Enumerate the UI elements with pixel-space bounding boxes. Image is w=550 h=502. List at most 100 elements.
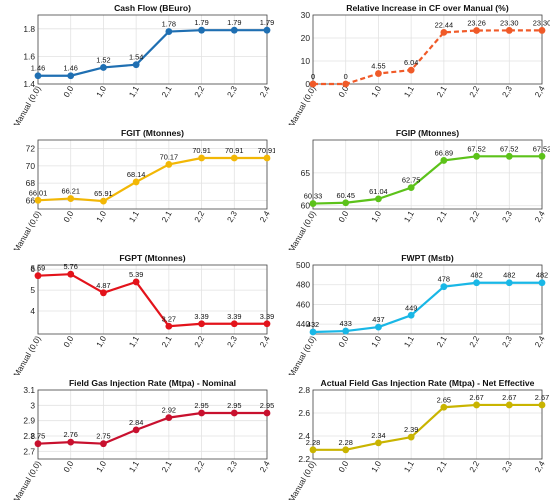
chart-7-xtick-label: 2,2 bbox=[468, 459, 482, 474]
chart-4-data-label: 5.39 bbox=[129, 270, 143, 279]
chart-6-xtick-label: 1,0 bbox=[95, 459, 109, 474]
chart-7-xtick-label: 0,0 bbox=[337, 459, 351, 474]
fgit-chart: FGIT (Mtonnes) 66 68 70 72 Manual (0,0) 0,0 1,0… bbox=[12, 128, 275, 250]
chart-4-data-label: 5.69 bbox=[31, 264, 45, 273]
chart-6-ytick-label: 2.7 bbox=[23, 446, 35, 456]
chart-7-xtick-label: 1,1 bbox=[402, 459, 416, 474]
chart-2-data-label: 66.01 bbox=[29, 188, 48, 197]
chart-2-ytick-label: 70 bbox=[26, 161, 36, 171]
chart-0-xtick-label: 2,1 bbox=[160, 84, 174, 99]
chart-3-data-point bbox=[407, 184, 415, 192]
chart-5-xtick-label: Manual (0,0) bbox=[287, 334, 318, 375]
chart-4-data-label: 3.39 bbox=[194, 312, 208, 321]
chart-2-data-label: 70.17 bbox=[160, 152, 179, 161]
chart-5-xtick-label: 0,0 bbox=[337, 334, 351, 349]
chart-2-data-label: 70.91 bbox=[258, 146, 275, 155]
chart-5-data-label: 478 bbox=[438, 275, 450, 284]
chart-6-data-label: 2.95 bbox=[260, 401, 274, 410]
chart-3-xtick-label: 1,1 bbox=[402, 209, 416, 224]
chart-5-data-point bbox=[505, 279, 513, 287]
chart-6-ytick-label: 2.9 bbox=[23, 416, 35, 426]
chart-0-ytick-label: 1.8 bbox=[23, 24, 35, 34]
chart-7-data-label: 2.67 bbox=[502, 393, 516, 402]
chart-4-data-point bbox=[34, 272, 42, 280]
chart-3-data-point bbox=[342, 199, 350, 207]
chart-3-data-label: 62.75 bbox=[402, 176, 421, 185]
chart-3-xtick-label: 2,4 bbox=[533, 209, 547, 224]
chart-3-xtick-label: 1,0 bbox=[370, 209, 384, 224]
chart-5-data-label: 449 bbox=[405, 303, 417, 312]
chart-4-data-point bbox=[165, 322, 173, 330]
chart-1-data-label: 22.44 bbox=[435, 20, 454, 29]
chart-6-data-point bbox=[100, 440, 107, 448]
chart-1-ytick-label: 10 bbox=[301, 56, 311, 66]
chart-2-data-point bbox=[198, 154, 205, 162]
chart-5-data-label: 482 bbox=[536, 271, 548, 280]
chart-1-ytick-label: 20 bbox=[301, 33, 311, 43]
chart-7-data-point bbox=[538, 401, 546, 409]
chart-5-data-point bbox=[473, 279, 480, 287]
chart-6-data-label: 2.92 bbox=[162, 406, 176, 415]
chart-0-xtick-label: 1,1 bbox=[127, 84, 141, 99]
chart-1-data-point bbox=[407, 66, 415, 74]
chart-5-ytick-label: 440 bbox=[296, 319, 310, 329]
chart-0-data-label: 1.79 bbox=[194, 18, 208, 27]
chart-5-data-point bbox=[309, 328, 317, 336]
chart-6-data-point bbox=[198, 409, 205, 417]
chart-6-xtick-label: 2,1 bbox=[160, 459, 174, 474]
chart-5-data-point bbox=[440, 283, 448, 291]
panel-fgpt: FGPT (Mtonnes) 4 5 6 Manual (0,0) 0,0 1,0 1,1 2,… bbox=[0, 250, 275, 375]
chart-1-data-point bbox=[375, 70, 382, 77]
chart-2-data-point bbox=[230, 154, 238, 162]
chart-7-data-point bbox=[440, 403, 448, 411]
chart-0-data-point bbox=[67, 72, 75, 80]
chart-1-data-label: 0 bbox=[311, 72, 315, 81]
chart-2-data-label: 65.91 bbox=[94, 189, 113, 198]
chart-6-xtick-label: 2,2 bbox=[193, 459, 207, 474]
fgip-chart: FGIP (Mtonnes) 60 65 Manual (0,0) 0,0 1,0 1,1 2… bbox=[287, 128, 550, 250]
chart-3-series-line bbox=[312, 155, 542, 205]
chart-6-data-label: 2.84 bbox=[129, 418, 143, 427]
chart-1-data-point bbox=[440, 28, 448, 36]
chart-3-data-point bbox=[538, 152, 546, 160]
chart-4-title: FGPT (Mtonnes) bbox=[119, 253, 185, 263]
chart-4-data-point bbox=[230, 320, 238, 328]
chart-4-data-label: 3.27 bbox=[162, 314, 176, 323]
chart-4-data-point bbox=[132, 278, 140, 286]
chart-5-xtick-label: 2,3 bbox=[501, 334, 515, 349]
chart-7-data-point bbox=[407, 433, 415, 441]
chart-2-xtick-label: 2,1 bbox=[160, 209, 174, 224]
chart-4-xtick-label: 1,0 bbox=[95, 334, 109, 349]
chart-7-title: Actual Field Gas Injection Rate (Mtpa) -… bbox=[321, 378, 535, 388]
chart-6-data-point bbox=[165, 414, 173, 421]
chart-0-ytick-label: 1.6 bbox=[23, 51, 35, 61]
chart-4-xtick-label: 1,1 bbox=[127, 334, 141, 349]
chart-6-data-point bbox=[230, 409, 238, 417]
panel-injection-nominal: Field Gas Injection Rate (Mtpa) - Nomina… bbox=[0, 375, 275, 500]
chart-0-data-label: 1.52 bbox=[96, 55, 110, 64]
chart-2-data-point bbox=[67, 195, 75, 202]
chart-0-data-point bbox=[100, 64, 107, 71]
chart-2-series-line bbox=[37, 156, 267, 203]
chart-2-xtick-label: 2,2 bbox=[193, 209, 207, 224]
injection-nominal-chart: Field Gas Injection Rate (Mtpa) - Nomina… bbox=[12, 378, 274, 500]
chart-2-data-label: 66.21 bbox=[61, 187, 80, 196]
chart-3-axes-frame bbox=[312, 139, 543, 210]
chart-5-data-label: 482 bbox=[470, 271, 482, 280]
chart-3-xtick-label: 2,3 bbox=[501, 209, 515, 224]
chart-0-data-label: 1.78 bbox=[162, 20, 176, 29]
chart-7-xtick-label: 2,1 bbox=[435, 459, 449, 474]
chart-4-xtick-label: 2,2 bbox=[193, 334, 207, 349]
chart-1-xtick-label: 2,3 bbox=[501, 84, 515, 99]
fgpt-chart: FGPT (Mtonnes) 4 5 6 Manual (0,0) 0,0 1,0 1,1 2,… bbox=[12, 253, 274, 375]
chart-0-data-point bbox=[198, 26, 205, 34]
chart-2-data-point bbox=[165, 161, 173, 168]
chart-6-xtick-label: Manual (0,0) bbox=[12, 459, 43, 500]
chart-2-data-point bbox=[132, 178, 140, 186]
chart-6-data-point bbox=[67, 438, 75, 446]
chart-7-data-point bbox=[473, 401, 480, 409]
chart-1-data-point bbox=[538, 27, 546, 34]
chart-4-xtick-label: 0,0 bbox=[62, 334, 76, 349]
chart-1-axes-frame bbox=[312, 14, 543, 85]
chart-5-xtick-label: 2,4 bbox=[533, 334, 547, 349]
